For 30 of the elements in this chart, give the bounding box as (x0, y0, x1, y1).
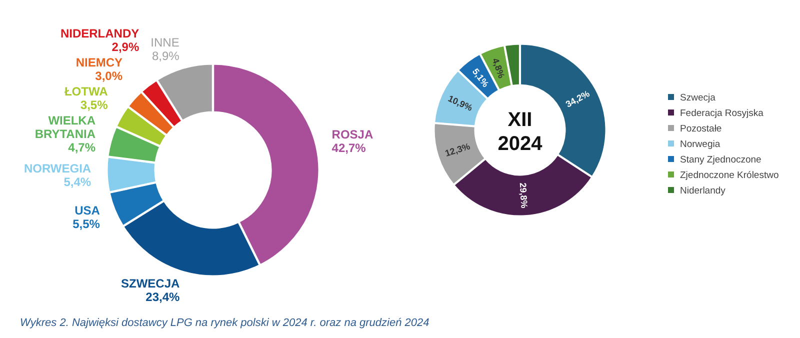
slice-label: INNE (150, 35, 180, 50)
data-label: 3,5% (80, 98, 108, 112)
data-label: 4,8% (490, 56, 507, 80)
slice-label: SZWECJA (121, 276, 180, 291)
data-label: 29,8% (518, 182, 530, 208)
legend-label: Federacja Rosyjska (680, 108, 764, 119)
data-label: 3,0% (95, 69, 123, 84)
slice-label: NORWEGIA (24, 162, 92, 176)
legend-label: Zjednoczone Królestwo (680, 170, 779, 181)
data-label: 12,3% (444, 141, 472, 158)
data-label: 4,7% (68, 140, 96, 155)
legend-label: Stany Zjednoczone (680, 154, 762, 166)
slice-label: ROSJA (332, 127, 374, 142)
data-label: 42,7% (332, 140, 366, 155)
legend-label: Szwecja (680, 92, 716, 104)
data-label: 5,5% (72, 216, 100, 231)
data-label: 5,4% (64, 175, 92, 190)
slice-label: NIDERLANDY (60, 26, 140, 41)
text: XII 2024 (498, 109, 544, 155)
data-label: 2,9% (112, 40, 140, 54)
slice-label: NIEMCY (76, 56, 123, 70)
legend-label: Pozostałe (680, 123, 722, 134)
legend-label: Norwegia (680, 138, 721, 150)
data-label: 8,9% (152, 48, 180, 63)
legend-label: Niderlandy (680, 185, 726, 196)
slice-label: ŁOTWA (64, 84, 108, 99)
slice-label: WIELKA BRYTANIA (34, 114, 96, 142)
slice-label: USA (74, 203, 100, 218)
data-label: 23,4% (146, 290, 180, 304)
text: Wykres 2. Najwięksi dostawcy LPG na rynek polski w 2024 r. oraz na grudzień 2024 (20, 317, 430, 329)
